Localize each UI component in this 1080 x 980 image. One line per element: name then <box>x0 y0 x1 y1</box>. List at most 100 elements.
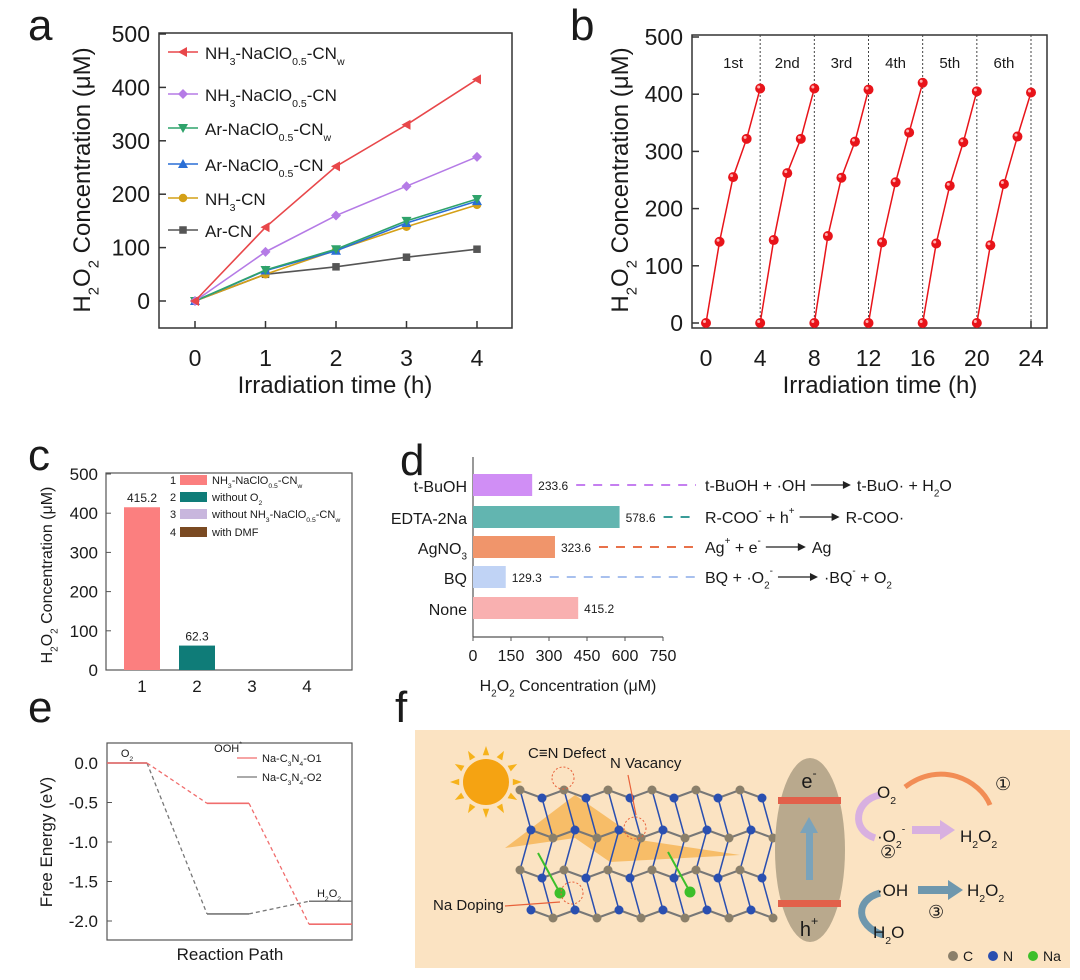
data-point <box>701 318 711 328</box>
h2o2-bottom-label: H2O2 <box>967 881 1004 905</box>
data-point <box>971 318 982 328</box>
category-label: EDTA-2Na <box>391 511 467 528</box>
data-point <box>795 133 806 144</box>
bond <box>651 869 664 911</box>
bar-value-label: 415.2 <box>584 602 614 616</box>
data-point <box>260 246 271 257</box>
data-point <box>849 136 860 147</box>
legend-label: Na-C3N4-O1 <box>262 753 322 768</box>
x-tick-label: 150 <box>498 648 525 665</box>
valence-band <box>778 900 841 907</box>
carbon-nitride-network <box>515 785 778 923</box>
bond <box>563 869 576 911</box>
legend-marker <box>178 193 188 203</box>
data-point <box>331 161 340 172</box>
y-axis-label: Free Energy (eV) <box>37 777 56 907</box>
data-point <box>890 177 901 188</box>
superoxide-arrow-shaft <box>912 826 942 834</box>
data-point-highlight <box>743 135 747 139</box>
data-point-highlight <box>1014 133 1018 137</box>
cycle-label: 3rd <box>831 55 853 72</box>
cycle-line <box>921 91 978 324</box>
legend-marker <box>178 159 188 168</box>
data-point <box>728 172 739 183</box>
carbon-atom <box>515 865 525 875</box>
plot-frame <box>105 472 353 671</box>
bar-value-label: 129.3 <box>512 571 542 585</box>
energy-transition <box>146 762 208 915</box>
carbon-atom <box>680 913 690 923</box>
data-point-highlight <box>797 135 801 139</box>
panel-label-e: e <box>28 683 52 732</box>
bond <box>717 877 730 919</box>
x-tick-label: 0 <box>700 345 713 371</box>
data-point <box>260 222 270 233</box>
y-tick-label: 100 <box>645 253 683 279</box>
excitation-arrow-shaft <box>806 830 813 880</box>
data-point-highlight <box>865 86 869 90</box>
nitrogen-atom <box>581 873 591 883</box>
y-tick-label: 0 <box>89 661 98 680</box>
category-label: t-BuOH <box>414 479 467 496</box>
data-point-highlight <box>770 237 774 241</box>
sun-ray <box>482 808 490 818</box>
legend-marker <box>178 47 187 57</box>
cycle-label: 1st <box>723 55 744 72</box>
data-point <box>904 127 915 138</box>
category-label: BQ <box>444 571 467 588</box>
legend-label: with DMF <box>211 527 259 539</box>
y-tick-label: 400 <box>112 74 150 100</box>
data-point <box>401 119 411 130</box>
data-point <box>755 318 766 328</box>
y-tick-label: 0 <box>670 310 683 336</box>
carbon-atom <box>735 865 745 875</box>
x-tick-label: 24 <box>1018 345 1044 371</box>
y-axis-label: H2O2 Concentration (μM) <box>39 487 61 664</box>
panel-b-chart: 0 100 200 300 400 500 0 4 8 12 16 20 24 Irradiation t… <box>607 24 1048 399</box>
panel-d-chart: 0 150 300 450 600 750 H2O2 Concentration (μM) t… <box>391 457 952 700</box>
atom-legend-dot <box>1028 951 1038 961</box>
data-point-highlight <box>757 85 761 89</box>
data-point <box>473 245 481 253</box>
category-label: None <box>429 602 467 619</box>
cycle-line <box>976 92 1032 324</box>
data-point <box>332 263 340 271</box>
data-point <box>863 318 874 328</box>
y-tick-label: 0.0 <box>74 754 98 773</box>
bond <box>541 837 554 879</box>
cycle-label: 2nd <box>775 55 800 72</box>
y-tick-label: 400 <box>70 504 98 523</box>
x-axis-label: H2O2 Concentration (μM) <box>480 678 657 700</box>
data-point <box>985 240 996 251</box>
data-point-highlight <box>879 239 883 243</box>
legend-marker <box>179 226 187 234</box>
data-point <box>741 133 752 144</box>
bond <box>739 789 752 831</box>
x-tick-label: 16 <box>910 345 936 371</box>
legend-swatch <box>180 492 207 502</box>
carbon-atom <box>559 865 569 875</box>
panel-label-c: c <box>28 431 50 480</box>
water-label: H2O <box>873 923 904 947</box>
cycle-label: 4th <box>885 55 906 72</box>
energy-transition <box>146 762 208 804</box>
data-point <box>809 83 820 94</box>
carbon-atom <box>691 785 701 795</box>
data-point <box>917 77 928 88</box>
bond <box>607 869 620 911</box>
vacancy-pointer <box>627 774 637 816</box>
legend-number: 3 <box>170 509 176 521</box>
nitrogen-atom <box>669 793 679 803</box>
x-tick-label: 750 <box>650 648 677 665</box>
carbon-atom <box>515 785 525 795</box>
data-point-highlight <box>946 182 950 186</box>
y-tick-label: 200 <box>645 196 683 222</box>
bond <box>717 837 730 879</box>
data-point-highlight <box>824 233 828 237</box>
arrow-head-icon <box>797 543 806 551</box>
data-point-highlight <box>960 139 964 143</box>
bar-value-label: 578.6 <box>626 511 656 525</box>
data-point <box>472 195 482 205</box>
defect-label: C≡N Defect <box>528 745 607 762</box>
y-tick-label: 500 <box>645 24 683 50</box>
